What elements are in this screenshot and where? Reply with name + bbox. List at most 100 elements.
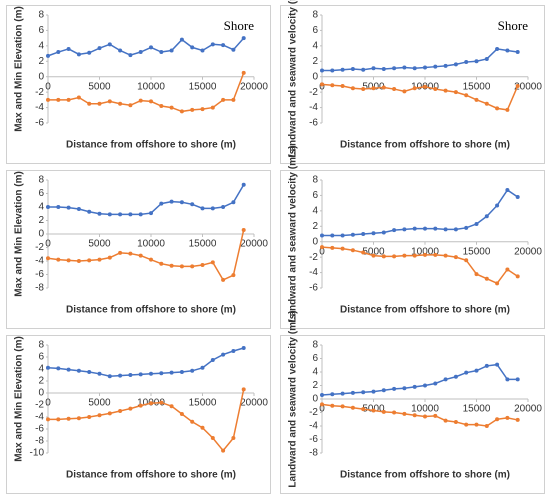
data-point bbox=[221, 352, 226, 357]
panel: -6-4-20246805000100001500020000Distance … bbox=[280, 0, 545, 164]
data-point bbox=[128, 53, 133, 58]
x-axis-label: Distance from offshore to shore (m) bbox=[66, 470, 236, 481]
y-tick-label: 8 bbox=[312, 10, 318, 21]
data-point bbox=[474, 59, 479, 64]
data-point bbox=[56, 257, 61, 262]
data-point bbox=[381, 254, 386, 259]
data-point bbox=[423, 226, 427, 231]
data-point bbox=[381, 409, 386, 414]
data-point bbox=[107, 374, 112, 379]
data-point bbox=[392, 386, 397, 391]
data-point bbox=[149, 211, 153, 216]
data-point bbox=[371, 253, 376, 258]
data-point bbox=[210, 358, 215, 362]
data-point bbox=[433, 64, 438, 69]
x-tick-label: 20000 bbox=[514, 246, 542, 257]
x-tick-label: 15000 bbox=[463, 81, 491, 92]
data-point bbox=[241, 387, 246, 392]
data-point bbox=[97, 371, 102, 376]
data-point bbox=[350, 405, 355, 410]
y-tick-label: 0 bbox=[312, 71, 318, 82]
data-point bbox=[128, 406, 133, 411]
data-point bbox=[505, 48, 510, 53]
data-point bbox=[320, 233, 324, 238]
data-point bbox=[392, 228, 397, 233]
x-axis-label: Distance from offshore to shore (m) bbox=[66, 305, 236, 316]
data-point bbox=[87, 370, 92, 374]
data-point bbox=[200, 365, 205, 370]
data-point bbox=[76, 416, 81, 421]
data-point bbox=[221, 448, 226, 453]
data-point bbox=[371, 86, 376, 91]
data-point bbox=[453, 374, 458, 379]
data-point bbox=[179, 37, 184, 42]
data-point bbox=[241, 227, 246, 232]
data-point bbox=[56, 366, 61, 371]
panel-frame bbox=[280, 170, 545, 329]
data-point bbox=[423, 252, 427, 257]
data-point bbox=[361, 232, 366, 236]
data-point bbox=[118, 409, 123, 413]
data-point bbox=[97, 46, 102, 51]
data-point bbox=[87, 209, 92, 214]
y-tick-label: 2 bbox=[312, 380, 318, 391]
y-tick-label: -4 bbox=[35, 102, 44, 113]
data-point bbox=[241, 182, 246, 187]
y-axis-label: Max and Min Elevation (m) bbox=[14, 6, 25, 132]
data-point bbox=[56, 50, 61, 55]
data-point bbox=[118, 373, 123, 378]
data-point bbox=[97, 413, 102, 418]
data-point bbox=[138, 253, 143, 258]
data-point bbox=[128, 212, 133, 217]
panel-frame bbox=[6, 5, 271, 164]
y-tick-label: -4 bbox=[309, 267, 318, 278]
y-tick-label: 6 bbox=[38, 25, 44, 36]
y-tick-label: 8 bbox=[38, 10, 44, 21]
y-tick-label: -2 bbox=[35, 87, 44, 98]
data-point bbox=[87, 415, 92, 419]
annotation: Shore bbox=[224, 18, 255, 33]
x-tick-label: 20000 bbox=[240, 398, 268, 409]
data-point bbox=[76, 207, 81, 212]
data-point bbox=[381, 67, 386, 71]
data-point bbox=[330, 233, 335, 238]
x-tick-label: 15000 bbox=[463, 246, 491, 257]
data-point bbox=[505, 267, 510, 272]
data-point bbox=[423, 414, 427, 419]
data-point bbox=[159, 261, 164, 266]
y-tick-label: 0 bbox=[38, 71, 44, 82]
data-point bbox=[412, 66, 417, 71]
data-point bbox=[320, 68, 324, 73]
data-point bbox=[179, 109, 184, 114]
data-point bbox=[169, 263, 174, 268]
y-tick-label: -4 bbox=[35, 256, 44, 267]
y-tick-label: -8 bbox=[309, 448, 318, 459]
x-tick-label: 10000 bbox=[411, 404, 439, 415]
y-tick-label: 8 bbox=[312, 340, 318, 351]
data-point bbox=[402, 411, 407, 416]
data-point bbox=[515, 83, 520, 88]
data-point bbox=[231, 349, 236, 353]
data-point bbox=[46, 365, 50, 370]
data-point bbox=[210, 206, 215, 211]
data-point bbox=[169, 199, 174, 204]
data-point bbox=[350, 67, 355, 71]
y-tick-label: 4 bbox=[312, 40, 318, 51]
data-point bbox=[330, 403, 335, 408]
x-tick-label: 10000 bbox=[137, 239, 165, 250]
data-point bbox=[149, 371, 153, 376]
y-tick-label: 0 bbox=[38, 229, 44, 240]
data-point bbox=[433, 252, 438, 257]
data-point bbox=[200, 263, 205, 268]
panel-frame bbox=[6, 335, 271, 494]
data-point bbox=[340, 391, 345, 396]
data-point bbox=[159, 50, 164, 55]
data-point bbox=[412, 226, 417, 231]
data-point bbox=[381, 85, 386, 90]
y-tick-label: 6 bbox=[312, 353, 318, 364]
data-point bbox=[159, 104, 164, 109]
data-point bbox=[107, 99, 112, 104]
data-point bbox=[505, 107, 510, 112]
data-point bbox=[453, 90, 458, 95]
data-point bbox=[484, 363, 489, 368]
